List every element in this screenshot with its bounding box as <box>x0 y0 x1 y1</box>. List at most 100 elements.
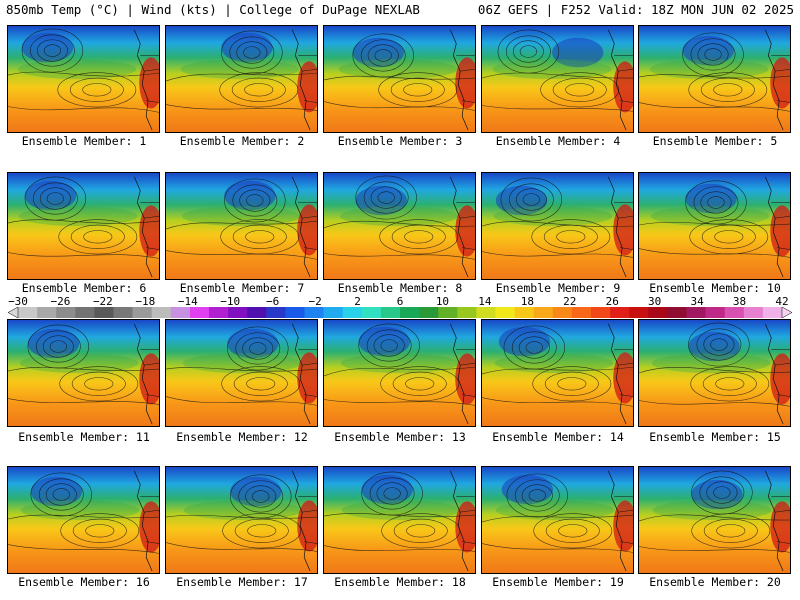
colorbar-segment <box>266 307 286 318</box>
ensemble-member-map <box>165 172 318 280</box>
ensemble-member-label: Ensemble Member: 4 <box>495 134 621 148</box>
ensemble-member-map <box>481 319 634 427</box>
ensemble-member-label: Ensemble Member: 20 <box>649 575 781 589</box>
colorbar-tick-label: 18 <box>520 295 534 308</box>
ensemble-member-map <box>165 466 318 574</box>
colorbar-labels: −30 −26 −22 −18 −14 −10 −6 −2 2 6 10 14 18 22 26 30 34 38… <box>8 295 792 308</box>
ensemble-member-label: Ensemble Member: 14 <box>492 430 624 444</box>
ensemble-member-label: Ensemble Member: 12 <box>176 430 308 444</box>
colorbar-tick-label: −14 <box>177 295 198 308</box>
ensemble-member-map <box>7 466 160 574</box>
colorbar-segment <box>514 307 534 318</box>
colorbar-segment <box>476 307 496 318</box>
ensemble-member-map <box>638 319 791 427</box>
ensemble-member-map <box>481 172 634 280</box>
ensemble-member-label: Ensemble Member: 11 <box>18 430 150 444</box>
ensemble-member-map <box>638 466 791 574</box>
colorbar-segment <box>533 307 554 318</box>
colorbar-segment <box>571 307 592 318</box>
colorbar-segment <box>228 307 248 318</box>
ensemble-member-label: Ensemble Member: 2 <box>179 134 305 148</box>
colorbar-low-arrow <box>8 307 19 318</box>
colorbar-segment <box>113 307 133 318</box>
ensemble-member-map <box>7 172 160 280</box>
colorbar-tick-label: 38 <box>732 295 747 308</box>
colorbar-segment <box>323 307 343 318</box>
ensemble-member-label: Ensemble Member: 16 <box>18 575 150 589</box>
colorbar-tick-label: 2 <box>354 295 361 308</box>
ensemble-member-map <box>638 172 791 280</box>
ensemble-member-map <box>7 319 160 427</box>
colorbar-segment <box>686 307 706 318</box>
ensemble-member-map <box>323 172 476 280</box>
colorbar-segment <box>189 307 210 318</box>
colorbar-segment <box>419 307 439 318</box>
colorbar-segment <box>591 307 611 318</box>
ensemble-member-label: Ensemble Member: 3 <box>337 134 463 148</box>
colorbar-tick-label: −10 <box>220 295 241 308</box>
colorbar-tick-label: −2 <box>308 295 322 308</box>
colorbar-high-arrow <box>781 307 792 318</box>
colorbar-segment <box>247 307 267 318</box>
colorbar-segment <box>209 307 229 318</box>
ensemble-member-map <box>323 25 476 133</box>
colorbar-tick-label: 10 <box>435 295 450 308</box>
ensemble-member-label: Ensemble Member: 5 <box>652 134 778 148</box>
colorbar-segment <box>56 307 76 318</box>
temperature-colorbar <box>8 307 792 318</box>
colorbar-tick-label: −22 <box>92 295 113 308</box>
colorbar-segment <box>724 307 745 318</box>
colorbar-segment <box>400 307 420 318</box>
ensemble-member-map <box>7 25 160 133</box>
ensemble-member-map <box>165 319 318 427</box>
ensemble-member-map <box>323 319 476 427</box>
colorbar-tick-label: 42 <box>775 295 789 308</box>
ensemble-member-label: Ensemble Member: 15 <box>649 430 781 444</box>
colorbar-tick-label: −30 <box>8 295 28 308</box>
colorbar-segment <box>342 307 363 318</box>
run-valid-time: 06Z GEFS | F252 Valid: 18Z MON JUN 02 20… <box>477 2 794 17</box>
colorbar-segment <box>132 307 152 318</box>
ensemble-member-map <box>481 466 634 574</box>
colorbar-segment <box>610 307 630 318</box>
colorbar-tick-label: 14 <box>478 295 492 308</box>
colorbar-segment <box>438 307 458 318</box>
colorbar-tick-label: 22 <box>563 295 577 308</box>
colorbar-tick-label: −18 <box>135 295 156 308</box>
ensemble-member-label: Ensemble Member: 9 <box>495 281 621 295</box>
colorbar-tick-label: 30 <box>648 295 662 308</box>
ensemble-member-label: Ensemble Member: 8 <box>337 281 463 295</box>
colorbar-segment <box>285 307 305 318</box>
colorbar-segment <box>552 307 573 318</box>
colorbar-segment <box>18 307 38 318</box>
colorbar-segment <box>361 307 382 318</box>
ensemble-member-label: Ensemble Member: 13 <box>334 430 466 444</box>
colorbar-segment <box>667 307 687 318</box>
colorbar-segment <box>94 307 114 318</box>
ensemble-member-label: Ensemble Member: 10 <box>649 281 781 295</box>
ensemble-member-map <box>638 25 791 133</box>
ensemble-member-label: Ensemble Member: 7 <box>179 281 305 295</box>
colorbar-segment <box>648 307 668 318</box>
colorbar-segment <box>75 307 95 318</box>
ensemble-member-label: Ensemble Member: 18 <box>334 575 466 589</box>
colorbar-tick-label: 26 <box>605 295 619 308</box>
colorbar-segment <box>705 307 725 318</box>
colorbar-segment <box>170 307 191 318</box>
colorbar-tick-label: 6 <box>396 295 404 308</box>
ensemble-member-map <box>165 25 318 133</box>
colorbar-segment <box>457 307 477 318</box>
ensemble-member-label: Ensemble Member: 1 <box>21 134 147 148</box>
ensemble-member-label: Ensemble Member: 6 <box>21 281 147 295</box>
colorbar-tick-label: 34 <box>690 295 704 308</box>
colorbar-segment <box>304 307 324 318</box>
colorbar-segment <box>743 307 764 318</box>
colorbar-segment <box>151 307 172 318</box>
ensemble-member-map <box>481 25 634 133</box>
colorbar-tick-label: −6 <box>266 295 280 308</box>
ensemble-member-map <box>323 466 476 574</box>
map-title: 850mb Temp (°C) | Wind (kts) | College o… <box>6 2 420 17</box>
colorbar-segment <box>380 307 401 318</box>
ensemble-member-label: Ensemble Member: 19 <box>492 575 624 589</box>
colorbar-segment <box>629 307 649 318</box>
